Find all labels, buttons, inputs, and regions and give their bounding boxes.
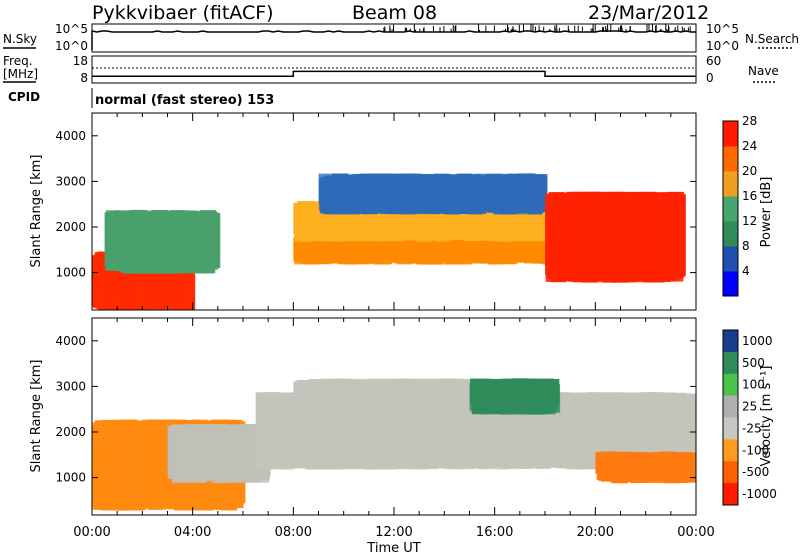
freq-label-1: Freq.: [3, 54, 33, 68]
x-tick-label: 00:00: [677, 525, 714, 540]
nave-label: Nave: [748, 64, 779, 78]
freq-panel-frame: [91, 55, 697, 84]
n-sky-line: [91, 30, 696, 50]
colorbar-tick-label: -25: [742, 421, 762, 435]
data-column: [694, 455, 696, 479]
colorbar-swatch: [723, 461, 738, 484]
velocity-data: [92, 378, 696, 511]
n-search-spikes: [383, 24, 691, 32]
data-column: [544, 384, 561, 413]
y-tick-label: 1000: [55, 266, 86, 280]
velocity-x-tick-labels: 00:00 04:00 08:00 12:00 16:00 20:00 00:00: [73, 525, 714, 540]
y-tick-label: 4000: [55, 334, 86, 348]
n-search-label: N.Search: [745, 32, 799, 46]
colorbar-swatch: [723, 146, 738, 172]
colorbar-tick-label: -1000: [742, 487, 777, 501]
freq-label-2: [MHz]: [3, 67, 38, 81]
colorbar-tick-label: 100: [742, 378, 765, 392]
y-tick-label: 3000: [55, 379, 86, 393]
nave-tick-top: 60: [706, 54, 721, 68]
y-tick-label: 2000: [55, 220, 86, 234]
nave-tick-bottom: 0: [706, 71, 714, 85]
colorbar-swatch: [723, 271, 738, 297]
velocity-x-ticks: [91, 318, 697, 515]
cpid-label: CPID: [8, 90, 40, 104]
colorbar-swatch: [723, 196, 738, 222]
colorbar-swatch: [723, 330, 738, 353]
colorbar-tick-label: 1000: [742, 334, 773, 348]
y-tick-label: 2000: [55, 425, 86, 439]
velocity-panel: 1000 2000 3000 4000 00:00 04:00 08:00 12:00 16:…: [29, 317, 777, 556]
y-tick-label: 4000: [55, 129, 86, 143]
sky-right-tick-bottom: 10^0: [706, 39, 739, 53]
colorbar-tick-label: 16: [742, 189, 757, 203]
sky-right-tick-top: 10^5: [706, 22, 739, 36]
power-colorbar: 4 8 12 16 20 24 28: [722, 114, 757, 297]
x-tick-label: 00:00: [73, 525, 110, 540]
sky-left-tick-top: 10^5: [55, 22, 88, 36]
y-tick-label: 3000: [55, 174, 86, 188]
station-title: Pykkvibaer (fitACF): [92, 2, 274, 24]
sky-left-tick-bottom: 10^0: [55, 39, 88, 53]
power-ylabel: Slant Range [km]: [29, 155, 44, 268]
colorbar-swatch: [723, 439, 738, 462]
colorbar-swatch: [723, 351, 738, 375]
colorbar-swatch: [723, 221, 738, 247]
velocity-colorbar-label: Velocity [m s⁻¹]: [759, 366, 774, 467]
colorbar-tick-label: 12: [742, 214, 757, 228]
freq-panel: Freq. [MHz] 18 8 60 0 Nave: [3, 54, 779, 85]
power-data: [92, 173, 686, 310]
x-tick-label: 08:00: [275, 525, 312, 540]
data-column: [531, 174, 548, 204]
freq-tick-bottom: 8: [80, 71, 88, 85]
x-tick-label: 12:00: [375, 525, 412, 540]
power-panel: 1000 2000 3000 4000 Slant Range [km] 4 8 12 16…: [29, 112, 774, 311]
velocity-y-ticks: 1000 2000 3000 4000: [55, 334, 696, 485]
power-colorbar-label: Power [dB]: [759, 177, 774, 248]
n-sky-label: N.Sky: [3, 32, 37, 46]
x-tick-label: 16:00: [476, 525, 513, 540]
colorbar-tick-label: 20: [742, 164, 757, 178]
colorbar-swatch: [723, 483, 738, 506]
freq-tick-top: 18: [73, 54, 88, 68]
y-tick-label: 1000: [55, 471, 86, 485]
colorbar-tick-label: -100: [742, 443, 769, 457]
velocity-colorbar: 1000 500 100 25 -25 -100 -500 -1000: [722, 329, 777, 506]
data-column: [682, 394, 696, 462]
cpid-text: normal (fast stereo) 153: [95, 93, 274, 108]
colorbar-frame: [722, 329, 739, 506]
data-column: [670, 194, 686, 276]
power-y-ticks: 1000 2000 3000 4000: [55, 129, 696, 280]
sky-panel: N.Sky 10^5 10^0 10^5 10^0 N.Search: [3, 22, 799, 53]
colorbar-frame: [722, 120, 739, 297]
colorbar-swatch: [723, 373, 738, 397]
colorbar-swatch: [723, 171, 738, 197]
power-x-ticks: [91, 113, 697, 310]
beam-title: Beam 08: [352, 2, 437, 24]
colorbar-swatch: [723, 121, 738, 147]
date-title: 23/Mar/2012: [588, 2, 709, 24]
colorbar-tick-label: 500: [742, 356, 765, 370]
colorbar-tick-label: -500: [742, 465, 769, 479]
x-tick-label: 04:00: [174, 525, 211, 540]
colorbar-tick-label: 28: [742, 114, 757, 128]
x-axis-label: Time UT: [366, 541, 420, 554]
colorbar-swatch: [723, 395, 738, 418]
velocity-ylabel: Slant Range [km]: [29, 360, 44, 473]
frequency-line: [92, 70, 696, 78]
colorbar-tick-label: 24: [742, 139, 757, 153]
colorbar-tick-label: 4: [742, 264, 750, 278]
colorbar-tick-label: 8: [742, 239, 750, 253]
colorbar-swatch: [723, 246, 738, 272]
x-tick-label: 20:00: [577, 525, 614, 540]
data-column: [695, 452, 696, 473]
data-column: [204, 213, 221, 268]
colorbar-tick-label: 25: [742, 400, 757, 414]
colorbar-swatch: [723, 417, 738, 440]
